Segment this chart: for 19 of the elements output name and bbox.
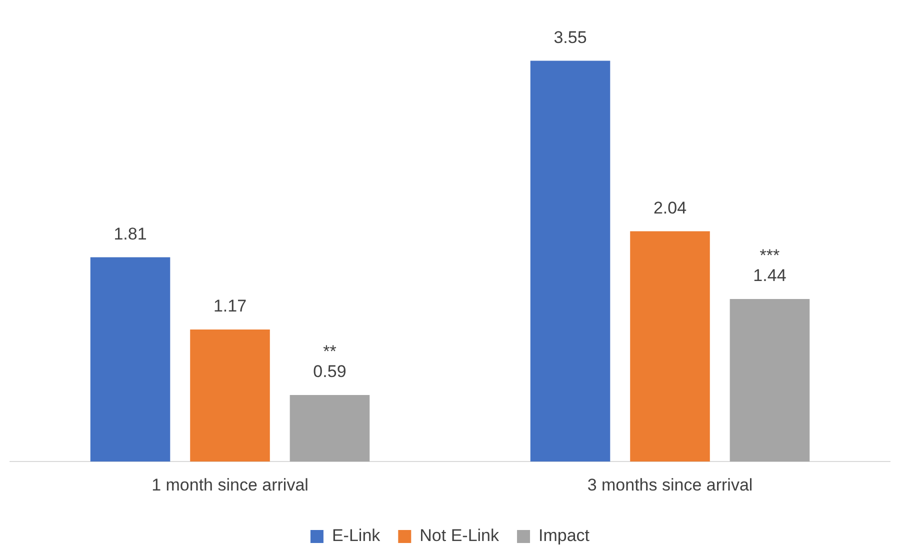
bar (190, 330, 270, 462)
data-label: 3.55 (554, 28, 587, 47)
bar (530, 60, 610, 462)
bar (90, 257, 170, 462)
legend-label: E-Link (332, 526, 381, 546)
data-label: 1.44 (753, 266, 786, 286)
bar (290, 394, 370, 462)
legend-label: Not E-Link (420, 526, 500, 546)
data-label: 1.17 (213, 296, 247, 316)
x-tick-label: 1 month since arrival (152, 475, 308, 494)
bar (730, 299, 810, 462)
data-label: 2.04 (653, 198, 687, 218)
data-label: 0.59 (313, 362, 346, 382)
annotation: ** (323, 342, 337, 362)
annotation: *** (760, 246, 780, 266)
bar (630, 231, 710, 462)
legend-label: Impact (538, 526, 590, 546)
x-tick-label: 3 months since arrival (587, 475, 753, 494)
data-label: 1.81 (114, 224, 147, 244)
